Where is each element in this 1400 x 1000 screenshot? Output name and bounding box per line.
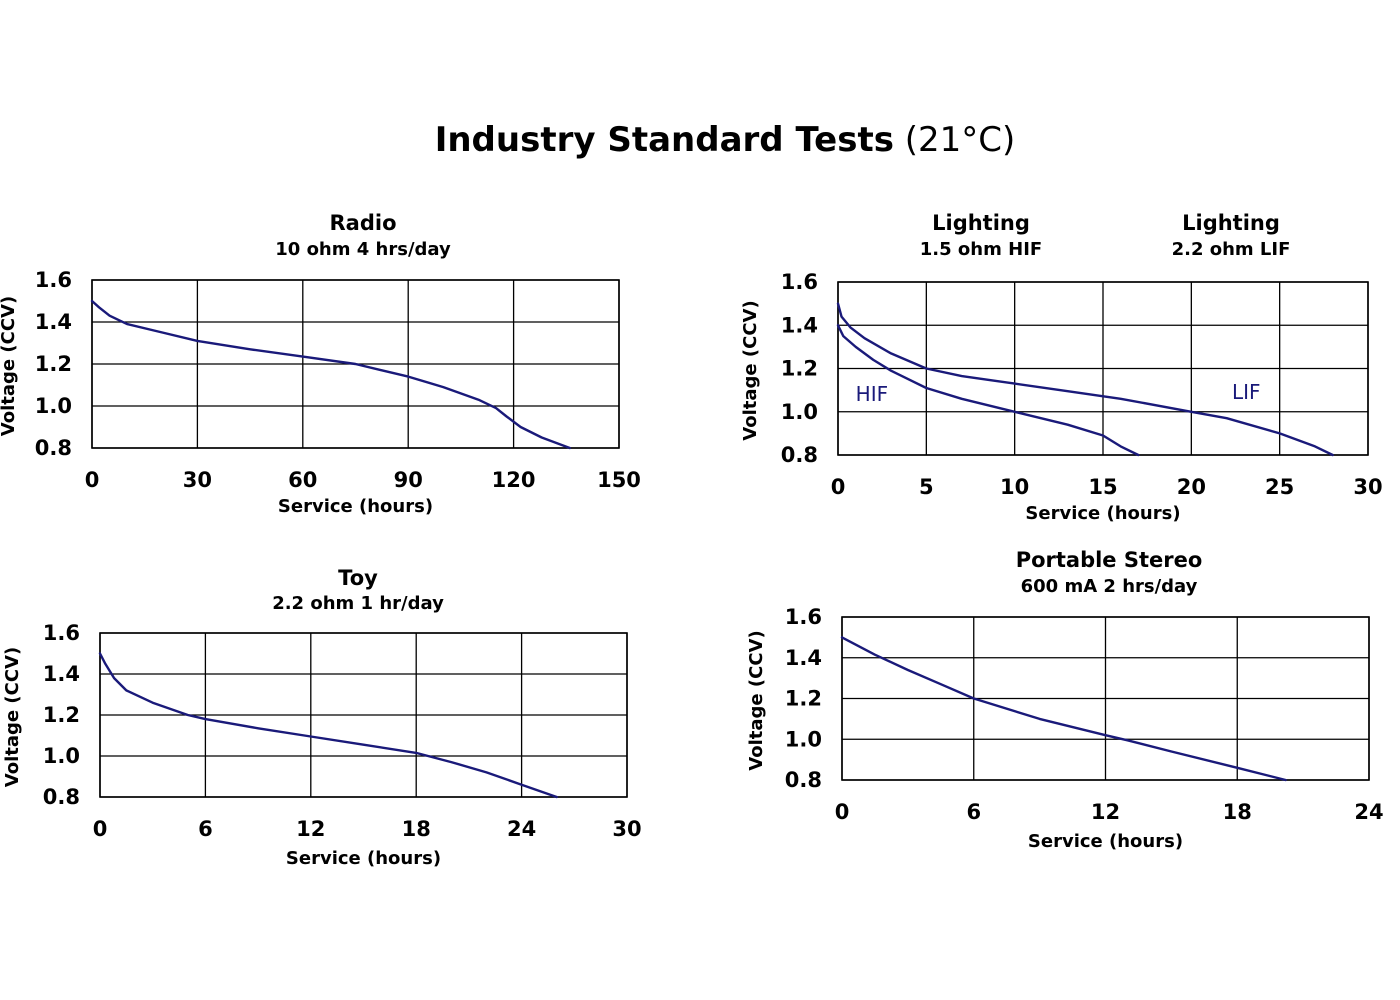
plot-frame: [841, 616, 1370, 781]
chart-subtitle-secondary: 2.2 ohm LIF: [1172, 239, 1291, 260]
x-axis-label: Service (hours): [278, 496, 433, 517]
x-tick-label: 18: [402, 817, 431, 841]
y-tick-label: 1.4: [35, 310, 72, 334]
series-line-1: [98, 652, 558, 799]
x-tick-label: 6: [966, 800, 981, 824]
annotation-hif: HIF: [856, 382, 888, 406]
y-tick-label: 0.8: [785, 768, 822, 792]
x-tick-label: 0: [835, 800, 850, 824]
y-tick-label: 1.4: [781, 313, 818, 337]
y-axis-label: Voltage (CCV): [2, 647, 23, 787]
x-tick-label: 25: [1265, 475, 1294, 499]
y-tick-label: 0.8: [35, 436, 72, 460]
y-tick-label: 1.2: [43, 703, 80, 727]
chart-4: Portable Stereo 600 mA 2 hrs/day 0 6 12 18 24 0…: [746, 548, 1384, 852]
chart-1: Radio 10 ohm 4 hrs/day 0 30 60 90 120 150 0.8 1.0…: [0, 211, 641, 517]
plot-frame: [99, 632, 628, 798]
y-tick-label: 1.2: [785, 687, 822, 711]
x-tick-label: 0: [93, 817, 108, 841]
x-tick-label: 20: [1177, 475, 1206, 499]
x-tick-label: 10: [1000, 475, 1029, 499]
series-line-1: [90, 299, 571, 450]
y-tick-label: 1.6: [43, 621, 80, 645]
y-tick-label: 1.0: [35, 394, 72, 418]
x-tick-label: 30: [1353, 475, 1382, 499]
y-axis-label: Voltage (CCV): [740, 300, 761, 440]
x-tick-label: 12: [296, 817, 325, 841]
y-tick-label: 1.2: [35, 352, 72, 376]
x-axis-label: Service (hours): [1028, 831, 1183, 852]
chart-title: Toy: [338, 566, 378, 590]
x-tick-label: 12: [1091, 800, 1120, 824]
x-tick-label: 24: [507, 817, 536, 841]
y-tick-label: 1.6: [781, 270, 818, 294]
y-tick-label: 1.4: [785, 646, 822, 670]
y-tick-label: 1.6: [35, 268, 72, 292]
x-axis-label: Service (hours): [286, 848, 441, 869]
y-tick-label: 1.0: [781, 400, 818, 424]
chart-2: Lighting 1.5 ohm HIF Lighting 2.2 ohm LIF 0 5…: [740, 211, 1383, 524]
page-title: Industry Standard Tests (21°C): [0, 120, 1400, 160]
x-axis-label: Service (hours): [1025, 503, 1180, 524]
plot-frame: [837, 281, 1369, 456]
y-tick-label: 0.8: [781, 443, 818, 467]
chart-title: Radio: [330, 211, 397, 235]
page-title-temperature: (21°C): [904, 120, 1016, 160]
chart-title: Portable Stereo: [1016, 548, 1203, 572]
chart-3: Toy 2.2 ohm 1 hr/day 0 6 12 18 24 30 0.8 1.0 1.2 1.…: [2, 566, 642, 869]
chart-subtitle: 1.5 ohm HIF: [920, 239, 1042, 260]
x-tick-label: 90: [394, 468, 423, 492]
x-tick-label: 5: [919, 475, 934, 499]
annotation-lif: LIF: [1232, 380, 1261, 404]
chart-subtitle: 2.2 ohm 1 hr/day: [272, 593, 444, 614]
y-tick-label: 0.8: [43, 785, 80, 809]
x-tick-label: 6: [198, 817, 213, 841]
y-tick-label: 1.4: [43, 662, 80, 686]
x-tick-label: 30: [183, 468, 212, 492]
chart-subtitle: 600 mA 2 hrs/day: [1021, 576, 1198, 597]
series-line-1: [840, 636, 1287, 782]
page-title-main: Industry Standard Tests: [434, 120, 894, 160]
y-tick-label: 1.2: [781, 357, 818, 381]
x-tick-label: 120: [492, 468, 536, 492]
chart-title-secondary: Lighting: [1182, 211, 1280, 235]
x-tick-label: 24: [1354, 800, 1383, 824]
x-tick-label: 150: [597, 468, 641, 492]
x-tick-label: 60: [288, 468, 317, 492]
y-axis-label: Voltage (CCV): [0, 296, 19, 436]
series-line-lif: [836, 302, 1334, 457]
y-tick-label: 1.0: [785, 727, 822, 751]
x-tick-label: 0: [831, 475, 846, 499]
x-tick-label: 15: [1088, 475, 1117, 499]
y-tick-label: 1.0: [43, 744, 80, 768]
x-tick-label: 30: [612, 817, 641, 841]
y-tick-label: 1.6: [785, 605, 822, 629]
chart-title: Lighting: [932, 211, 1030, 235]
y-axis-label: Voltage (CCV): [746, 630, 767, 770]
x-tick-label: 0: [85, 468, 100, 492]
x-tick-label: 18: [1223, 800, 1252, 824]
series-line-hif: [836, 324, 1140, 457]
chart-subtitle: 10 ohm 4 hrs/day: [275, 239, 451, 260]
plot-frame: [91, 279, 620, 449]
